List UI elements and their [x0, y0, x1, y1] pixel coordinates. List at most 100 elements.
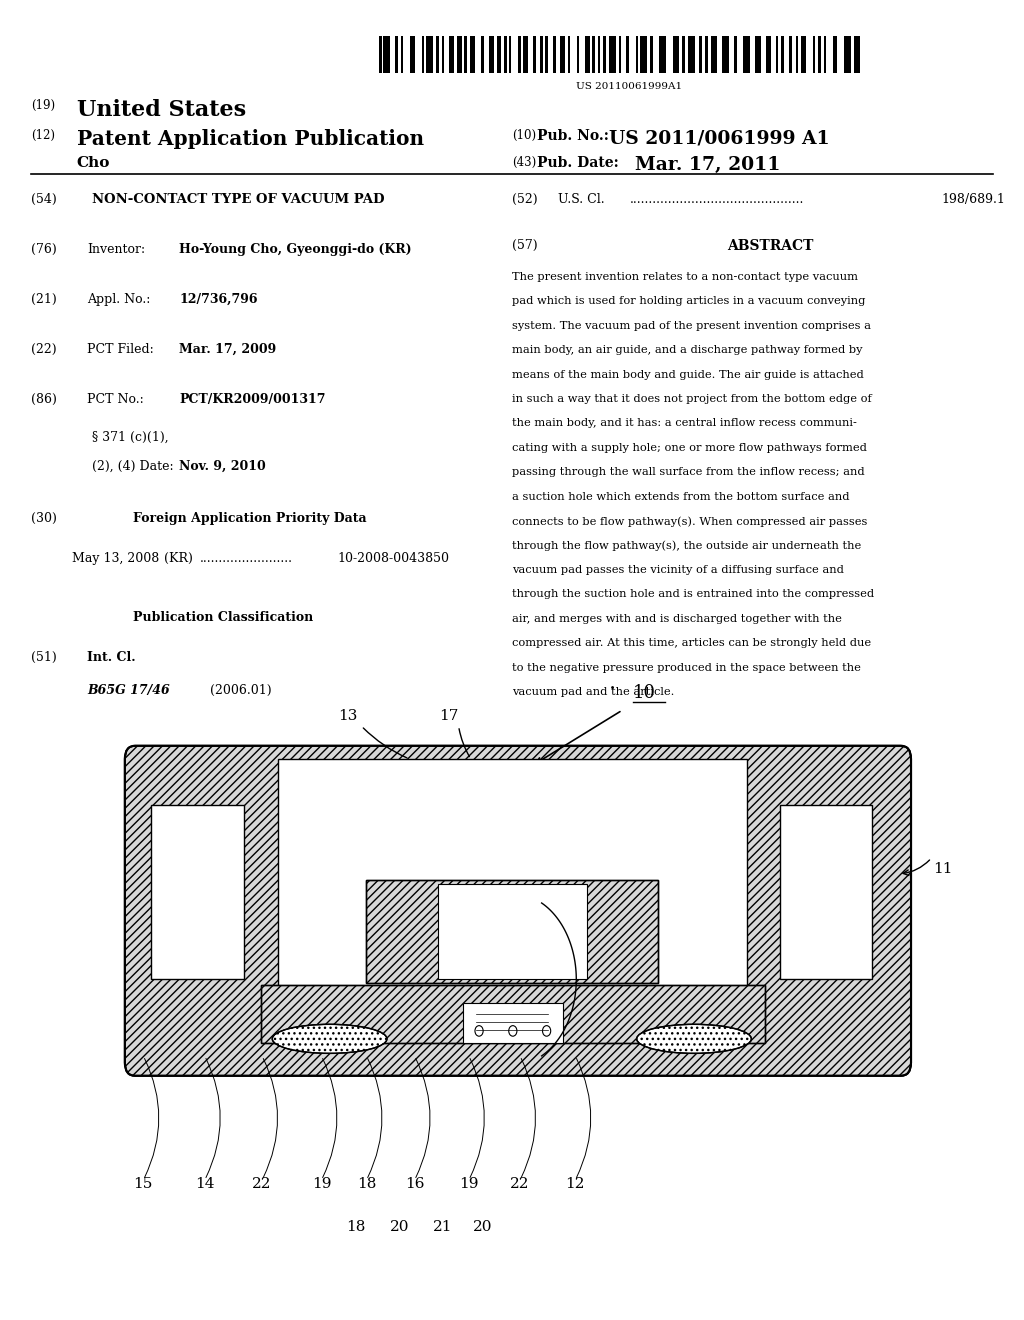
Bar	[780, 805, 872, 979]
Bar	[706, 36, 708, 73]
Bar	[585, 36, 590, 73]
Bar	[518, 36, 520, 73]
Bar	[532, 36, 536, 73]
Bar	[509, 36, 511, 73]
Bar	[411, 36, 415, 73]
Text: 12/736,796: 12/736,796	[179, 293, 258, 306]
Bar	[797, 36, 799, 73]
Text: 13: 13	[338, 709, 357, 723]
Bar	[464, 36, 467, 73]
Text: a suction hole which extends from the bottom surface and: a suction hole which extends from the bo…	[512, 492, 849, 502]
Text: Cho: Cho	[77, 156, 111, 170]
Text: (10): (10)	[512, 129, 536, 143]
Text: May 13, 2008: May 13, 2008	[72, 552, 159, 565]
Bar	[497, 36, 502, 73]
Bar	[824, 36, 826, 73]
Bar	[457, 36, 462, 73]
Bar	[609, 36, 615, 73]
Bar	[523, 36, 528, 73]
Bar	[367, 880, 658, 983]
Text: air, and merges with and is discharged together with the: air, and merges with and is discharged t…	[512, 614, 842, 624]
Ellipse shape	[272, 1024, 387, 1053]
Text: (2006.01): (2006.01)	[210, 684, 271, 697]
Text: ........................: ........................	[200, 552, 293, 565]
Text: Foreign Application Priority Data: Foreign Application Priority Data	[133, 512, 367, 525]
Bar	[682, 36, 685, 73]
Text: Appl. No.:: Appl. No.:	[87, 293, 151, 306]
Bar	[801, 36, 806, 73]
Text: the main body, and it has: a central inflow recess communi-: the main body, and it has: a central inf…	[512, 418, 857, 429]
Text: (22): (22)	[31, 343, 56, 356]
Bar	[626, 36, 629, 73]
Text: 12: 12	[565, 1176, 585, 1191]
Text: 17: 17	[438, 709, 458, 723]
Bar	[553, 36, 556, 73]
Bar	[367, 880, 658, 983]
Text: US 2011/0061999 A1: US 2011/0061999 A1	[609, 129, 829, 148]
Bar	[743, 36, 750, 73]
Text: Patent Application Publication: Patent Application Publication	[77, 129, 424, 149]
Text: Ho-Young Cho, Gyeonggi-do (KR): Ho-Young Cho, Gyeonggi-do (KR)	[179, 243, 412, 256]
Bar	[688, 36, 694, 73]
Bar	[659, 36, 666, 73]
Text: (KR): (KR)	[164, 552, 193, 565]
Bar	[598, 36, 600, 73]
Text: 20: 20	[389, 1220, 409, 1234]
Text: pad which is used for holding articles in a vacuum conveying: pad which is used for holding articles i…	[512, 297, 865, 306]
Text: means of the main body and guide. The air guide is attached: means of the main body and guide. The ai…	[512, 370, 863, 380]
Bar	[722, 36, 729, 73]
Text: 19: 19	[311, 1176, 331, 1191]
Text: 198/689.1: 198/689.1	[942, 193, 1006, 206]
Text: US 20110061999A1: US 20110061999A1	[577, 82, 683, 91]
Text: 10-2008-0043850: 10-2008-0043850	[338, 552, 450, 565]
Text: (54): (54)	[31, 193, 56, 206]
FancyBboxPatch shape	[125, 746, 911, 1076]
Text: PCT Filed:: PCT Filed:	[87, 343, 154, 356]
Bar	[505, 36, 507, 73]
Bar	[568, 36, 570, 73]
Bar	[844, 36, 851, 73]
Text: Mar. 17, 2011: Mar. 17, 2011	[635, 156, 780, 174]
Text: (52): (52)	[512, 193, 538, 206]
Text: 18: 18	[346, 1220, 366, 1234]
Text: (51): (51)	[31, 651, 56, 664]
Bar	[152, 805, 244, 979]
Bar	[636, 36, 639, 73]
Bar	[463, 1003, 563, 1043]
Text: 15: 15	[133, 1176, 153, 1191]
Bar	[788, 36, 792, 73]
Bar	[422, 36, 424, 73]
Bar	[384, 36, 390, 73]
Text: Mar. 17, 2009: Mar. 17, 2009	[179, 343, 276, 356]
Bar	[395, 36, 397, 73]
Text: main body, an air guide, and a discharge pathway formed by: main body, an air guide, and a discharge…	[512, 346, 862, 355]
Bar	[400, 36, 403, 73]
Text: vacuum pad passes the vicinity of a diffusing surface and: vacuum pad passes the vicinity of a diff…	[512, 565, 844, 576]
Text: Publication Classification: Publication Classification	[133, 611, 313, 624]
Bar	[650, 36, 652, 73]
Text: Inventor:: Inventor:	[87, 243, 145, 256]
Bar	[438, 884, 587, 979]
Bar	[426, 36, 433, 73]
Bar	[379, 36, 382, 73]
Bar	[813, 36, 815, 73]
Text: system. The vacuum pad of the present invention comprises a: system. The vacuum pad of the present in…	[512, 321, 870, 331]
Text: 19: 19	[459, 1176, 478, 1191]
Text: 21: 21	[432, 1220, 452, 1234]
Text: 18: 18	[356, 1176, 376, 1191]
Text: vacuum pad and the article.: vacuum pad and the article.	[512, 686, 674, 697]
Text: connects to be flow pathway(s). When compressed air passes: connects to be flow pathway(s). When com…	[512, 516, 867, 527]
Bar	[541, 36, 544, 73]
Bar	[261, 985, 765, 1043]
Bar	[436, 36, 438, 73]
Text: ABSTRACT: ABSTRACT	[727, 239, 813, 253]
Text: (57): (57)	[512, 239, 538, 252]
Text: (2), (4) Date:: (2), (4) Date:	[92, 459, 174, 473]
Circle shape	[475, 1026, 483, 1036]
Text: ·: ·	[609, 677, 616, 700]
Text: (30): (30)	[31, 512, 56, 525]
Bar	[441, 36, 444, 73]
Text: compressed air. At this time, articles can be strongly held due: compressed air. At this time, articles c…	[512, 639, 871, 648]
Text: B65G 17/46: B65G 17/46	[87, 684, 170, 697]
Text: 22: 22	[510, 1176, 529, 1191]
